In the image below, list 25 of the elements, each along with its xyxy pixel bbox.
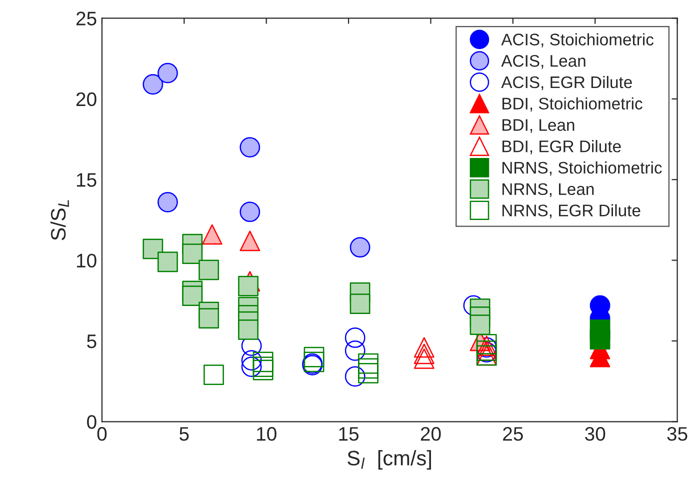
legend-label: BDI, Lean	[502, 119, 574, 133]
y-tick-label: 10	[76, 254, 96, 268]
x-tick-label: 15	[339, 427, 359, 441]
x-tick-label: 20	[420, 427, 441, 441]
y-tick-label: 25	[76, 12, 96, 26]
y-tick-label: 5	[87, 334, 96, 348]
x-tick-label: 10	[257, 427, 276, 441]
x-tick-label: 30	[585, 427, 606, 441]
legend-label: NRNS, Lean	[502, 183, 594, 198]
x-tick-label: 0	[97, 427, 107, 441]
x-tick-label: 35	[667, 427, 688, 441]
legend-label: ACIS, Stoichiometric	[501, 33, 654, 48]
y-tick-label: 20	[76, 92, 96, 106]
y-tick-label: 15	[76, 173, 96, 187]
legend-label: ACIS, EGR Dilute	[501, 76, 632, 90]
legend-label: NRNS, EGR Dilute	[502, 204, 640, 218]
legend-label: NRNS, Stoichiometric	[502, 161, 662, 176]
legend-label: BDI, EGR Dilute	[502, 140, 621, 154]
y-tick-label: 0	[87, 415, 96, 429]
x-tick-label: 25	[503, 427, 523, 441]
y-axis-title: S/S$_{L}$	[50, 200, 69, 240]
legend-label: ACIS, Lean	[501, 55, 586, 69]
x-tick-label: 5	[180, 427, 189, 441]
legend-label: BDI, Stoichiometric	[502, 97, 642, 112]
x-axis-title: S$_{l}$ [cm/s]	[348, 450, 431, 470]
